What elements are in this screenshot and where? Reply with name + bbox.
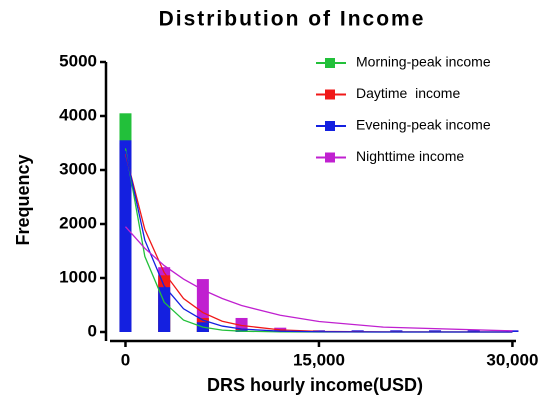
legend-label: Daytime income — [356, 85, 460, 101]
bar — [119, 140, 132, 332]
legend-label: Nighttime income — [356, 148, 464, 164]
y-tick-label: 4000 — [59, 105, 97, 124]
x-axis-label: DRS hourly income(USD) — [207, 375, 423, 395]
fit-line — [124, 148, 513, 333]
bar — [467, 330, 480, 332]
chart-title: Distribution of Income — [159, 8, 426, 31]
y-axis-label: Frequency — [13, 154, 33, 245]
bar — [390, 330, 403, 332]
y-tick-label: 2000 — [59, 213, 97, 232]
bar — [158, 287, 171, 332]
x-tick-label: 0 — [121, 350, 130, 369]
bar — [506, 330, 519, 332]
y-tick-label: 0 — [88, 321, 97, 340]
legend-label: Evening-peak income — [356, 117, 491, 133]
y-tick-label: 3000 — [59, 159, 97, 178]
legend-marker — [325, 58, 335, 68]
legend-marker — [325, 152, 335, 163]
x-tick-label: 30,000 — [486, 350, 538, 369]
fit-line — [124, 150, 513, 333]
legend-label: Morning-peak income — [356, 54, 491, 70]
legend-marker — [325, 121, 335, 131]
fit-line — [124, 226, 513, 332]
x-tick-label: 15,000 — [293, 350, 345, 369]
y-tick-label: 1000 — [59, 267, 97, 286]
fit-line — [124, 153, 513, 333]
bar — [429, 330, 442, 332]
y-tick-label: 5000 — [59, 51, 97, 70]
legend-marker — [325, 89, 335, 100]
